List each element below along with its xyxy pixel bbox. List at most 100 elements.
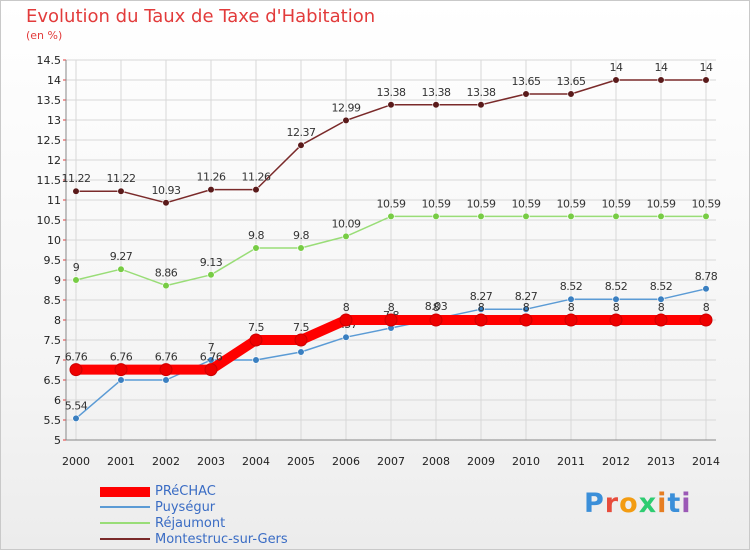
data-label-r-jaumont: 9.13 <box>200 256 223 269</box>
data-point-r-jaumont <box>612 212 620 220</box>
legend-label-rejaumont: Réjaumont <box>155 516 226 531</box>
data-point-montestruc-sur-gers <box>522 90 530 98</box>
data-label-r-jaumont: 9.8 <box>248 229 264 242</box>
data-point-pr-chac <box>609 313 623 327</box>
data-point-puys-gur <box>252 356 260 364</box>
x-tick-label: 2005 <box>287 455 315 468</box>
data-label-r-jaumont: 9.27 <box>110 250 133 263</box>
proxiti-logo: Proxiti <box>584 488 692 519</box>
y-tick-label: 8.5 <box>44 294 62 307</box>
y-tick-label: 7 <box>54 354 61 367</box>
data-label-r-jaumont: 9 <box>73 261 80 274</box>
logo-letter: x <box>638 488 658 519</box>
data-point-pr-chac <box>114 363 128 377</box>
x-tick-label: 2000 <box>62 455 90 468</box>
y-tick-label: 11.5 <box>37 174 62 187</box>
data-label-puys-gur: 8.52 <box>650 280 673 293</box>
y-tick-label: 9 <box>54 274 61 287</box>
data-point-pr-chac <box>159 363 173 377</box>
data-point-montestruc-sur-gers <box>297 141 305 149</box>
data-label-montestruc-sur-gers: 13.38 <box>422 86 451 99</box>
x-tick-label: 2002 <box>152 455 180 468</box>
data-point-r-jaumont <box>702 212 710 220</box>
x-tick-label: 2014 <box>692 455 720 468</box>
chart-subtitle: (en %) <box>26 29 63 42</box>
data-point-montestruc-sur-gers <box>477 101 485 109</box>
data-point-montestruc-sur-gers <box>567 90 575 98</box>
data-label-r-jaumont: 9.8 <box>293 229 309 242</box>
x-tick-label: 2013 <box>647 455 675 468</box>
data-point-pr-chac <box>519 313 533 327</box>
data-label-r-jaumont: 8.86 <box>155 267 178 280</box>
data-point-r-jaumont <box>522 212 530 220</box>
data-point-r-jaumont <box>117 265 125 273</box>
data-point-puys-gur <box>162 376 170 384</box>
data-point-montestruc-sur-gers <box>387 101 395 109</box>
y-tick-label: 14 <box>47 74 61 87</box>
data-point-montestruc-sur-gers <box>702 76 710 84</box>
y-tick-label: 10 <box>47 234 61 247</box>
data-label-r-jaumont: 10.59 <box>377 197 406 210</box>
data-point-montestruc-sur-gers <box>207 186 215 194</box>
data-point-puys-gur <box>342 333 350 341</box>
data-point-r-jaumont <box>297 244 305 252</box>
y-tick-label: 5.5 <box>44 414 62 427</box>
y-tick-label: 9.5 <box>44 254 62 267</box>
data-label-pr-chac: 8 <box>478 301 485 314</box>
data-label-montestruc-sur-gers: 13.65 <box>557 75 586 88</box>
data-point-pr-chac <box>384 313 398 327</box>
data-point-pr-chac <box>654 313 668 327</box>
logo-letter: i <box>681 488 692 519</box>
y-tick-label: 6 <box>54 394 61 407</box>
data-label-pr-chac: 8 <box>388 301 395 314</box>
data-label-montestruc-sur-gers: 14 <box>700 61 713 74</box>
data-label-r-jaumont: 10.59 <box>512 197 541 210</box>
logo-letter: t <box>667 488 682 519</box>
x-tick-label: 2011 <box>557 455 585 468</box>
data-label-montestruc-sur-gers: 13.38 <box>467 86 496 99</box>
data-point-r-jaumont <box>162 282 170 290</box>
data-label-puys-gur: 8.52 <box>560 280 583 293</box>
data-point-pr-chac <box>699 313 713 327</box>
legend-label-montestruc: Montestruc-sur-Gers <box>155 532 288 547</box>
data-label-montestruc-sur-gers: 11.22 <box>107 172 136 185</box>
data-label-pr-chac: 7.5 <box>248 321 264 334</box>
data-label-pr-chac: 8 <box>433 301 440 314</box>
x-tick-label: 2006 <box>332 455 360 468</box>
data-point-r-jaumont <box>387 212 395 220</box>
data-point-pr-chac <box>564 313 578 327</box>
x-tick-label: 2008 <box>422 455 450 468</box>
legend-swatch-prechac <box>100 487 150 497</box>
data-label-montestruc-sur-gers: 11.22 <box>62 172 91 185</box>
x-tick-label: 2001 <box>107 455 135 468</box>
data-point-montestruc-sur-gers <box>612 76 620 84</box>
data-point-r-jaumont <box>342 232 350 240</box>
x-tick-label: 2003 <box>197 455 225 468</box>
data-label-montestruc-sur-gers: 14 <box>610 61 623 74</box>
data-point-puys-gur <box>117 376 125 384</box>
data-label-montestruc-sur-gers: 11.26 <box>242 171 271 184</box>
data-label-puys-gur: 8.27 <box>470 290 493 303</box>
data-point-montestruc-sur-gers <box>432 101 440 109</box>
data-label-montestruc-sur-gers: 12.37 <box>287 126 316 139</box>
data-label-puys-gur: 8.03 <box>425 300 448 313</box>
data-label-montestruc-sur-gers: 12.99 <box>332 101 361 114</box>
data-label-r-jaumont: 10.59 <box>467 197 496 210</box>
data-point-pr-chac <box>294 333 308 347</box>
data-label-montestruc-sur-gers: 13.38 <box>377 86 406 99</box>
data-label-pr-chac: 8 <box>343 301 350 314</box>
data-point-r-jaumont <box>252 244 260 252</box>
x-tick-label: 2004 <box>242 455 270 468</box>
data-label-montestruc-sur-gers: 10.93 <box>152 184 181 197</box>
logo-letter: r <box>604 488 620 519</box>
logo-letter: P <box>584 488 605 519</box>
data-label-puys-gur: 8.52 <box>605 280 628 293</box>
data-label-r-jaumont: 10.59 <box>692 197 721 210</box>
x-tick-label: 2007 <box>377 455 405 468</box>
data-label-r-jaumont: 10.59 <box>422 197 451 210</box>
y-tick-label: 11 <box>47 194 61 207</box>
legend-label-puysegur: Puységur <box>155 500 216 515</box>
y-tick-label: 8 <box>54 314 61 327</box>
y-tick-label: 10.5 <box>37 214 62 227</box>
